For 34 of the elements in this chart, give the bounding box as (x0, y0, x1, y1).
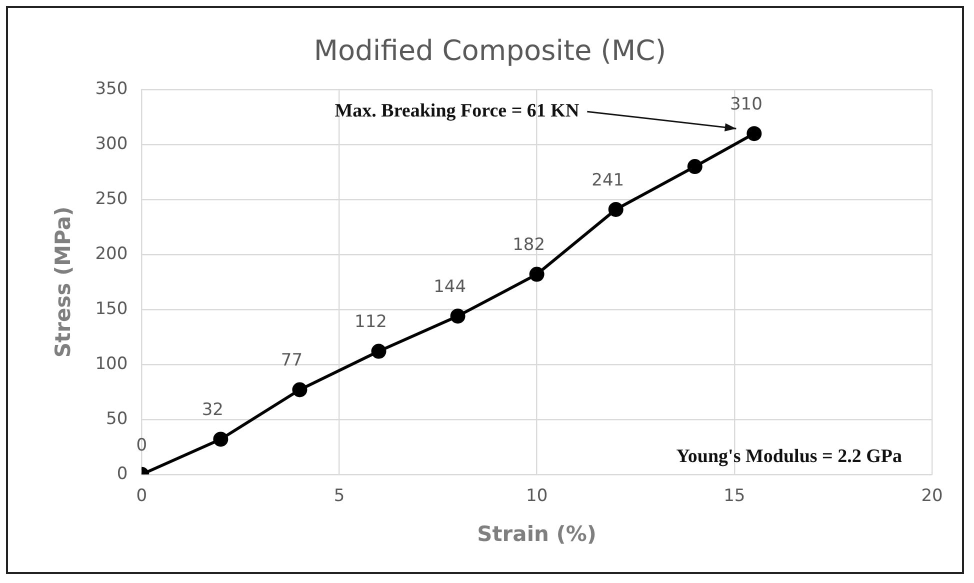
y-tick-label: 150 (95, 298, 128, 319)
point (450, 308, 466, 324)
point (213, 432, 228, 447)
point (687, 159, 702, 174)
y-tick-label: 300 (95, 134, 128, 154)
y-tick-label: 0 (116, 464, 128, 484)
data-label: 32 (202, 400, 224, 420)
data-label: 144 (434, 277, 466, 298)
data-label: 112 (354, 312, 387, 332)
point (746, 126, 762, 142)
y-tick-label: 200 (95, 244, 128, 264)
annotation: Young's Modulus = 2.2 GPa (676, 446, 902, 467)
x-axis-title: Strain (%) (477, 522, 597, 546)
point (292, 382, 308, 398)
x-tick-label: 0 (136, 486, 148, 506)
x-tick-label: 20 (921, 486, 943, 506)
point (371, 344, 386, 359)
y-tick-label: 350 (95, 79, 128, 100)
x-tick-label: 10 (526, 486, 548, 506)
data-label: 310 (730, 94, 762, 114)
x-tick-label: 15 (724, 486, 746, 506)
x-tick-label: 5 (334, 486, 345, 506)
chart-title: Modified Composite (MC) (314, 34, 666, 68)
data-label: 77 (280, 350, 303, 371)
y-axis-title: Stress (MPa) (51, 206, 76, 358)
y-tick-label: 50 (106, 408, 128, 429)
point (608, 202, 624, 217)
y-tick-label: 100 (95, 354, 128, 374)
data-label: 241 (592, 170, 624, 190)
point (529, 266, 544, 282)
data-label: 0 (136, 435, 148, 456)
y-tick-label: 250 (95, 188, 128, 209)
annotation: Max. Breaking Force = 61 KN (334, 100, 580, 122)
data-label: 182 (512, 235, 546, 256)
